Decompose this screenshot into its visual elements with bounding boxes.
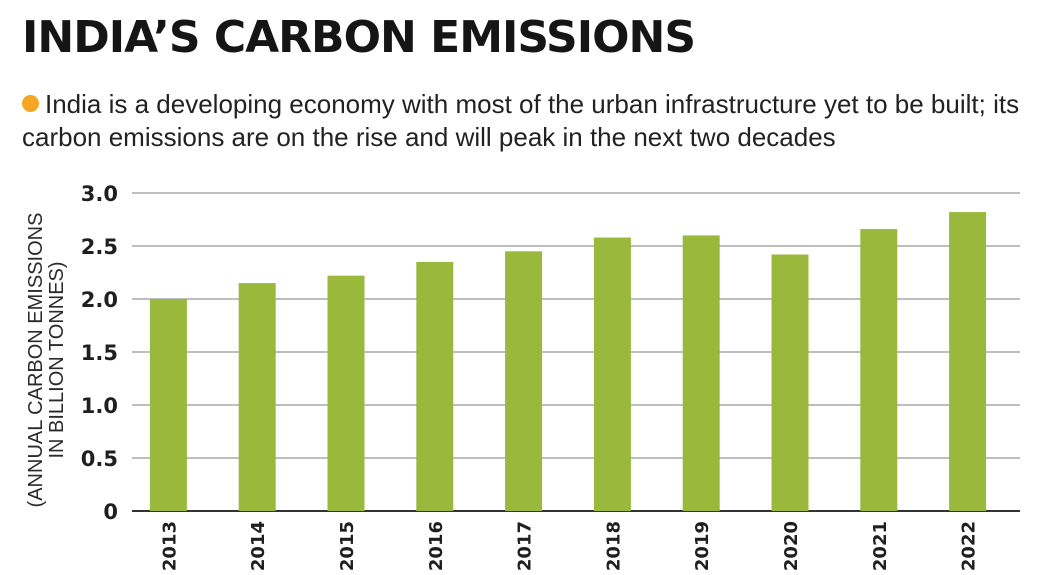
bar-2014 [238, 283, 276, 511]
x-tick-labels: 2013 2014 2015 2016 2017 2018 2019 2020 2021 2022 [159, 521, 979, 571]
x-tick-label: 2021 [870, 521, 891, 571]
y-tick-label: 1.5 [81, 341, 118, 365]
x-tick-label: 2019 [692, 521, 713, 571]
bars [149, 212, 987, 512]
y-tick-label: 2.0 [81, 288, 118, 312]
bar-2020 [771, 254, 809, 512]
x-tick-label: 2020 [781, 521, 802, 571]
chart-title: INDIA’S CARBON EMISSIONS [22, 12, 696, 63]
y-tick-label: 2.5 [81, 235, 118, 259]
x-tick-label: 2015 [337, 521, 358, 571]
y-tick-label: 1.0 [81, 394, 118, 418]
y-tick-label: 0 [103, 500, 118, 524]
chart-subtitle: India is a developing economy with most … [22, 88, 1037, 154]
y-tick-label: 0.5 [81, 447, 118, 471]
bar-2016 [416, 261, 454, 511]
x-tick-label: 2014 [248, 521, 269, 571]
bar-2019 [682, 235, 720, 511]
subtitle-text: India is a developing economy with most … [22, 89, 1020, 152]
bar-2021 [860, 229, 898, 512]
x-tick-label: 2018 [603, 521, 624, 571]
y-tick-label: 3.0 [81, 182, 118, 206]
bar-2017 [505, 251, 543, 512]
x-tick-label: 2017 [515, 521, 536, 571]
x-tick-label: 2022 [959, 521, 980, 571]
x-tick-label: 2016 [426, 521, 447, 571]
bullet-dot-icon [22, 95, 39, 112]
y-tick-labels: 0 0.5 1.0 1.5 2.0 2.5 3.0 [81, 182, 118, 524]
bar-2013 [149, 299, 187, 511]
bar-2022 [949, 212, 987, 511]
bar-2018 [593, 237, 631, 511]
bar-2015 [327, 275, 365, 511]
x-tick-label: 2013 [159, 521, 180, 571]
